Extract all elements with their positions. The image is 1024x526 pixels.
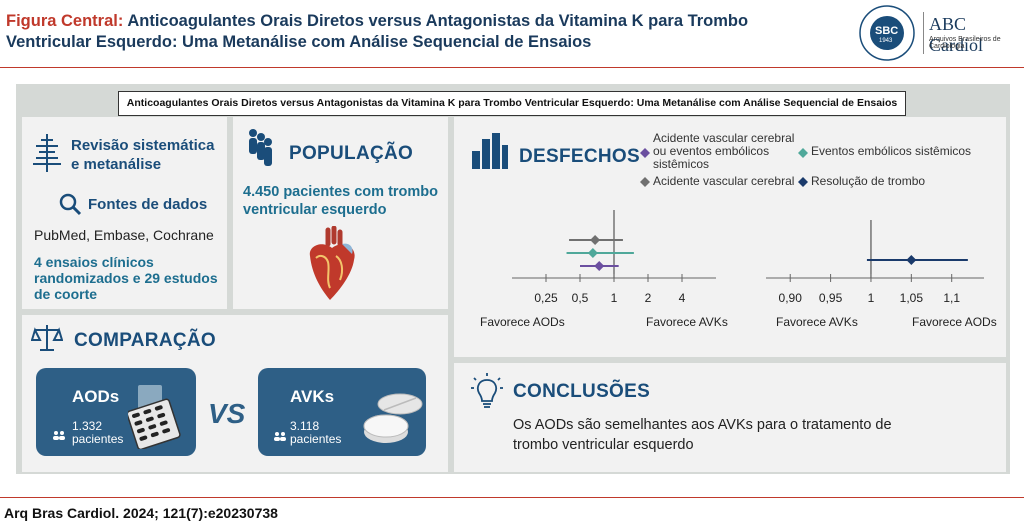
- forest-plot-svg: 0,25 0,5 1 2 4 0,90 0,95 1 1,05 1,1: [512, 210, 984, 305]
- figure-banner: Anticoagulantes Orais Diretos versus Ant…: [118, 91, 906, 116]
- studies-line-3: de coorte: [34, 286, 98, 302]
- citation: Arq Bras Cardiol. 2024; 121(7):e20230738: [4, 505, 278, 521]
- left-point-2: [594, 261, 605, 271]
- sources-list: PubMed, Embase, Cochrane: [34, 227, 214, 243]
- comparison-heading: COMPARAÇÃO: [74, 330, 216, 351]
- search-icon: [58, 192, 82, 221]
- avk-count: 3.118: [290, 419, 320, 433]
- left-tick-label-2: 1: [611, 291, 618, 305]
- right-tick-label-3: 1,05: [900, 291, 924, 305]
- conclusions-heading: CONCLUSÕES: [513, 381, 651, 402]
- conclusions-line-2: trombo ventricular esquerdo: [513, 437, 694, 453]
- tablets-icon: [360, 390, 424, 451]
- legend-marker-thrombus: [797, 175, 809, 193]
- title-line-1: Anticoagulantes Orais Diretos versus Ant…: [123, 12, 749, 30]
- avk-title: AVKs: [290, 387, 335, 406]
- heart-icon: [302, 225, 362, 307]
- outcomes-panel: [454, 117, 1006, 357]
- review-panel: [22, 117, 227, 309]
- legend-label-stroke-ses-line-1: Acidente vascular cerebral: [653, 131, 795, 145]
- abc-subtitle: Arquivos Brasileiros de Cardiologia: [929, 36, 1001, 50]
- right-point-0: [906, 255, 917, 265]
- avk-label: pacientes: [290, 432, 342, 446]
- aod-people-icon: [52, 427, 66, 445]
- vs-label: VS: [208, 398, 246, 429]
- legend-label-stroke-ses: Acidente vascular cerebral ou eventos em…: [653, 132, 794, 171]
- legend-label-ses: Eventos embólicos sistêmicos: [811, 144, 972, 158]
- left-tick-label-3: 2: [645, 291, 652, 305]
- tree-icon: [32, 132, 62, 179]
- bar-chart-icon: [470, 131, 510, 176]
- header-rule: [0, 67, 1024, 68]
- avk-people-icon: [273, 428, 287, 446]
- aod-title: AODs: [72, 387, 120, 406]
- logo-divider: [923, 12, 924, 54]
- legend-label-thrombus: Resolução de trombo: [811, 174, 926, 188]
- title-line-2: Ventricular Esquerdo: Uma Metanálise com…: [6, 33, 592, 51]
- review-title-2: e metanálise: [71, 156, 162, 173]
- right-tick-label-2: 1: [868, 291, 875, 305]
- right-tick-label-1: 0,95: [819, 291, 843, 305]
- sbc-logo: SBC 1943: [858, 4, 916, 62]
- legend-marker-stroke-ses: [639, 146, 651, 164]
- population-line-2: ventricular esquerdo: [243, 202, 387, 218]
- left-tick-label-1: 0,5: [572, 291, 589, 305]
- left-tick-label-0: 0,25: [534, 291, 558, 305]
- legend-marker-ses: [797, 146, 809, 164]
- left-favor-left: Favorece AODs: [480, 315, 565, 329]
- legend-marker-stroke: [639, 175, 651, 193]
- footer-top-rule: [0, 497, 1024, 498]
- abc-title: ABC Cardiol: [929, 14, 983, 55]
- scales-icon: [30, 322, 64, 359]
- pill-blister-icon: [126, 385, 194, 454]
- page-title: Figura Central: Anticoagulantes Orais Di…: [6, 11, 826, 53]
- right-favor-left: Favorece AVKs: [776, 315, 858, 329]
- right-tick-label-0: 0,90: [779, 291, 803, 305]
- review-title-1: Revisão sistemática: [71, 137, 215, 154]
- lightbulb-icon: [470, 372, 504, 415]
- outcomes-heading: DESFECHOS: [519, 146, 640, 167]
- studies-line-2: randomizados e 29 estudos: [34, 270, 218, 286]
- aod-label: pacientes: [72, 432, 124, 446]
- legend-label-stroke: Acidente vascular cerebral: [653, 174, 795, 188]
- studies-line-1: 4 ensaios clínicos: [34, 254, 154, 270]
- population-heading: POPULAÇÃO: [289, 143, 414, 164]
- conclusions-panel: [454, 363, 1006, 472]
- right-tick-label-4: 1,1: [943, 291, 960, 305]
- left-point-0: [590, 235, 601, 245]
- title-prefix: Figura Central:: [6, 12, 124, 30]
- sources-title: Fontes de dados: [88, 196, 208, 213]
- population-line-1: 4.450 pacientes com trombo: [243, 184, 439, 200]
- people-icon: [246, 128, 274, 173]
- sbc-text: SBC: [875, 25, 899, 37]
- left-favor-right: Favorece AVKs: [646, 315, 728, 329]
- aod-count: 1.332: [72, 419, 103, 433]
- left-point-1: [587, 248, 598, 258]
- conclusions-line-1: Os AODs são semelhantes aos AVKs para o …: [513, 417, 892, 433]
- legend-label-stroke-ses-line-2: ou eventos embólicos: [653, 144, 770, 158]
- left-tick-label-4: 4: [679, 291, 686, 305]
- legend-label-stroke-ses-line-3: sistêmicos: [653, 157, 710, 171]
- right-favor-right: Favorece AODs: [912, 315, 997, 329]
- sbc-year: 1943: [879, 38, 893, 44]
